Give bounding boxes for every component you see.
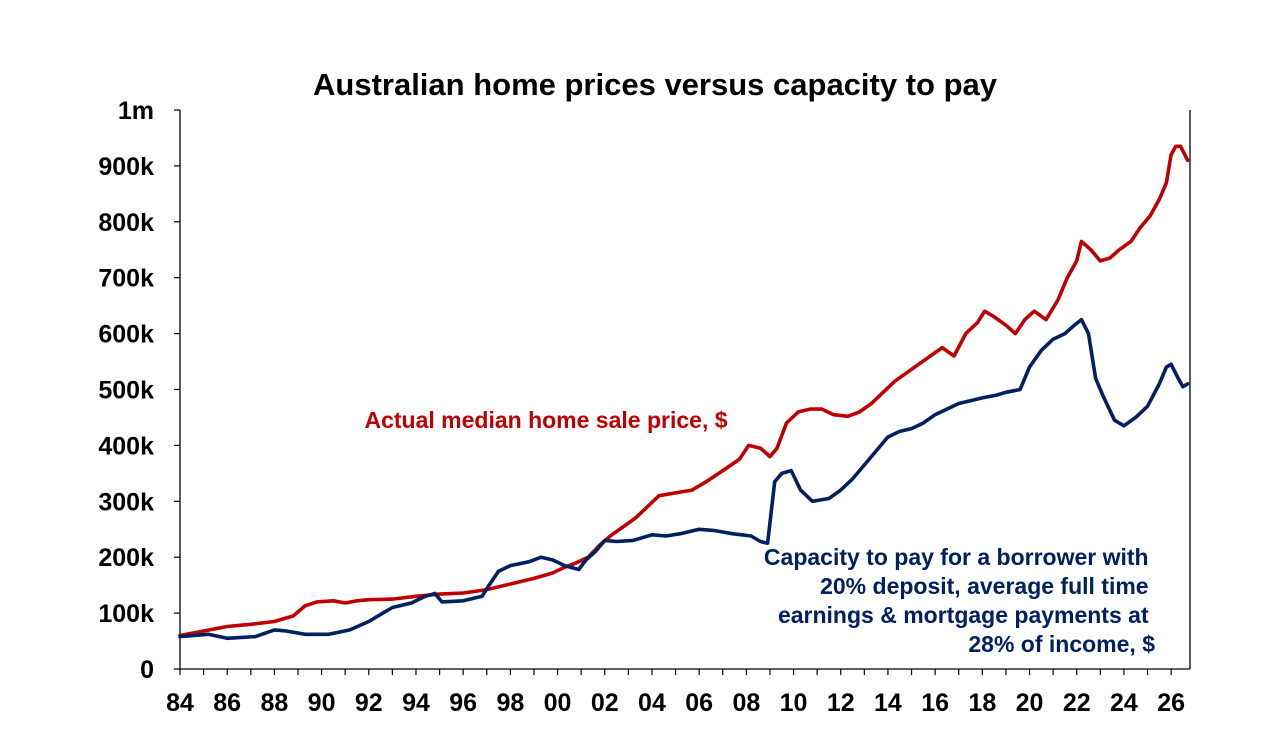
- x-tick-label: 26: [1157, 689, 1185, 717]
- y-tick-label: 500k: [98, 377, 154, 405]
- y-tick-label: 700k: [98, 265, 154, 293]
- series-layer: [178, 144, 1190, 641]
- y-tick-label: 600k: [98, 321, 154, 349]
- x-tick-label: 84: [166, 689, 194, 717]
- capacity-annotation-line-2: 20% deposit, average full time: [820, 573, 1149, 599]
- x-tick-label: 94: [402, 689, 430, 717]
- x-tick-label: 20: [1016, 689, 1044, 717]
- price-series-annotation: Actual median home sale price, $: [364, 407, 727, 433]
- x-tick-label: 18: [968, 689, 996, 717]
- x-tick-label: 12: [827, 689, 855, 717]
- capacity-annotation-line-4: 28% of income, $: [968, 631, 1155, 657]
- x-tick-label: 06: [685, 689, 713, 717]
- capacity-to-pay-series-line: [178, 317, 1190, 641]
- y-tick-label: 100k: [98, 600, 154, 628]
- y-tick-label: 400k: [98, 432, 154, 460]
- y-tick-label: 900k: [98, 153, 154, 181]
- x-tick-label: 88: [260, 689, 288, 717]
- x-tick-label: 96: [449, 689, 477, 717]
- capacity-annotation-line-3: earnings & mortgage payments at: [778, 602, 1149, 628]
- chart-title: Australian home prices versus capacity t…: [313, 67, 998, 102]
- x-tick-label: 14: [874, 689, 902, 717]
- y-axis: 0 100k 200k 300k 400k 500k 600k 700k 800k 900k 1m: [98, 97, 181, 684]
- y-tick-label: 300k: [98, 488, 154, 516]
- x-tick-label: 98: [496, 689, 524, 717]
- x-tick-label: 90: [308, 689, 336, 717]
- x-tick-label: 02: [591, 689, 619, 717]
- x-tick-label: 04: [638, 689, 666, 717]
- y-tick-label: 1m: [118, 97, 154, 125]
- capacity-annotation-line-1: Capacity to pay for a borrower with: [764, 544, 1149, 570]
- x-tick-label: 86: [213, 689, 241, 717]
- capacity-series-annotation: Capacity to pay for a borrower with 20% …: [764, 544, 1155, 657]
- x-tick-label: 92: [355, 689, 383, 717]
- x-tick-label: 00: [544, 689, 572, 717]
- y-tick-label: 0: [140, 656, 154, 684]
- x-tick-label: 24: [1110, 689, 1138, 717]
- x-axis: 84 86 88 90 92 94 96 98 00 02 04 06 08 10 12 14 16 18 20 22…: [166, 110, 1191, 717]
- y-tick-label: 800k: [98, 209, 154, 237]
- x-tick-label: 22: [1063, 689, 1091, 717]
- y-tick-label: 200k: [98, 544, 154, 572]
- median-price-series-line: [178, 144, 1190, 638]
- x-tick-label: 16: [921, 689, 949, 717]
- x-tick-label: 08: [732, 689, 760, 717]
- x-tick-label: 10: [780, 689, 808, 717]
